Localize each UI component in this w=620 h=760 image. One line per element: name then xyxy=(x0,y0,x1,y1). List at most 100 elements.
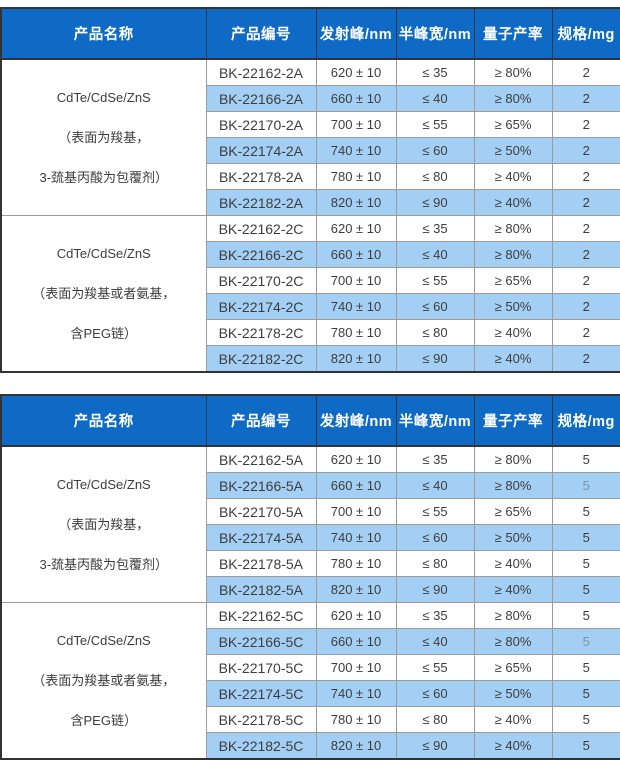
emission-peak-cell: 740 ± 10 xyxy=(315,680,397,707)
emission-peak-cell: 780 ± 10 xyxy=(315,550,397,577)
product-code-cell: BK-22178-5A xyxy=(205,550,317,577)
product-row: BK-22170-5A 700 ± 10 ≤ 55 ≥ 65% 5 xyxy=(1,498,620,525)
product-name-line: CdTe/CdSe/ZnS xyxy=(56,476,151,492)
spec-cell: 2 xyxy=(551,267,620,294)
spec-cell: 5 xyxy=(551,706,620,733)
fwhm-cell: ≤ 90 xyxy=(395,345,475,373)
column-header-5: 量子产率 xyxy=(473,394,553,447)
fwhm-cell: ≤ 80 xyxy=(395,706,475,733)
product-row: BK-22178-2C 780 ± 10 ≤ 80 ≥ 40% 2 xyxy=(1,319,620,346)
column-header-5: 量子产率 xyxy=(473,7,553,60)
quantum-yield-cell: ≥ 65% xyxy=(473,111,553,138)
product-code-cell: BK-22162-2A xyxy=(205,58,317,86)
spec-cell: 2 xyxy=(551,137,620,164)
spec-cell: 5 xyxy=(551,576,620,603)
emission-peak-cell: 740 ± 10 xyxy=(315,524,397,551)
emission-peak-cell: 620 ± 10 xyxy=(315,58,397,86)
product-name-line: 3-巯基丙酸为包覆剂） xyxy=(39,169,169,185)
product-code-cell: BK-22170-2A xyxy=(205,111,317,138)
column-header-6: 规格/mg xyxy=(551,7,620,60)
fwhm-cell: ≤ 40 xyxy=(395,85,475,112)
quantum-yield-cell: ≥ 50% xyxy=(473,293,553,320)
product-code-cell: BK-22182-5A xyxy=(205,576,317,603)
product-spec-table-2: 产品名称 产品编号 发射峰/nm 半峰宽/nm 量子产率 规格/mg CdTe/CdSe/Z… xyxy=(0,394,620,760)
product-code-cell: BK-22170-5A xyxy=(205,498,317,525)
fwhm-cell: ≤ 80 xyxy=(395,550,475,577)
fwhm-cell: ≤ 35 xyxy=(395,215,475,242)
column-header-2: 产品编号 xyxy=(205,394,317,447)
product-name-line: 3-巯基丙酸为包覆剂） xyxy=(39,556,169,572)
emission-peak-cell: 820 ± 10 xyxy=(315,732,397,760)
product-name-cell: CdTe/CdSe/ZnS （表面为羧基， 3-巯基丙酸为包覆剂） xyxy=(0,445,207,603)
product-row: BK-22170-2A 700 ± 10 ≤ 55 ≥ 65% 2 xyxy=(1,111,620,138)
spec-cell: 2 xyxy=(551,319,620,346)
column-header-4: 半峰宽/nm xyxy=(395,7,475,60)
header-row: 产品名称 产品编号 发射峰/nm 半峰宽/nm 量子产率 规格/mg xyxy=(0,7,620,60)
spec-cell: 5 xyxy=(551,445,620,473)
quantum-yield-cell: ≥ 40% xyxy=(473,576,553,603)
quantum-yield-cell: ≥ 80% xyxy=(473,602,553,629)
product-code-cell: BK-22178-5C xyxy=(205,706,317,733)
spec-cell: 2 xyxy=(551,85,620,112)
product-name-line: 含PEG链） xyxy=(70,712,137,728)
emission-peak-cell: 660 ± 10 xyxy=(315,85,397,112)
fwhm-cell: ≤ 55 xyxy=(395,498,475,525)
quantum-yield-cell: ≥ 40% xyxy=(473,345,553,373)
quantum-yield-cell: ≥ 40% xyxy=(473,189,553,216)
product-name-line: CdTe/CdSe/ZnS xyxy=(56,89,151,105)
product-row: BK-22178-2A 780 ± 10 ≤ 80 ≥ 40% 2 xyxy=(1,163,620,190)
fwhm-cell: ≤ 55 xyxy=(395,111,475,138)
emission-peak-cell: 820 ± 10 xyxy=(315,576,397,603)
product-code-cell: BK-22182-2A xyxy=(205,189,317,216)
product-spec-table-1: 产品名称 产品编号 发射峰/nm 半峰宽/nm 量子产率 规格/mg CdTe/CdSe/Z… xyxy=(0,7,620,373)
emission-peak-cell: 660 ± 10 xyxy=(315,472,397,499)
spec-cell: 2 xyxy=(551,111,620,138)
quantum-yield-cell: ≥ 80% xyxy=(473,445,553,473)
fwhm-cell: ≤ 60 xyxy=(395,524,475,551)
quantum-yield-cell: ≥ 80% xyxy=(473,215,553,242)
product-row: BK-22170-2C 700 ± 10 ≤ 55 ≥ 65% 2 xyxy=(1,267,620,294)
emission-peak-cell: 660 ± 10 xyxy=(315,241,397,268)
product-row: BK-22174-5C 740 ± 10 ≤ 60 ≥ 50% 5 xyxy=(1,680,620,707)
quantum-yield-cell: ≥ 65% xyxy=(473,498,553,525)
product-row: CdTe/CdSe/ZnS （表面为羧基， 3-巯基丙酸为包覆剂） BK-22162-… xyxy=(0,445,620,603)
spec-cell: 5 xyxy=(551,680,620,707)
product-name-line: CdTe/CdSe/ZnS xyxy=(56,245,151,261)
fwhm-cell: ≤ 35 xyxy=(395,602,475,629)
spec-cell: 5 xyxy=(551,628,620,655)
product-code-cell: BK-22182-2C xyxy=(205,345,317,373)
product-row: BK-22174-2C 740 ± 10 ≤ 60 ≥ 50% 2 xyxy=(1,293,620,320)
fwhm-cell: ≤ 35 xyxy=(395,58,475,86)
product-row: BK-22182-2C 820 ± 10 ≤ 90 ≥ 40% 2 xyxy=(1,345,620,373)
fwhm-cell: ≤ 90 xyxy=(395,732,475,760)
product-row: BK-22166-5C 660 ± 10 ≤ 40 ≥ 80% 5 xyxy=(1,628,620,655)
product-name-line: 含PEG链） xyxy=(70,325,137,341)
product-row: BK-22166-2C 660 ± 10 ≤ 40 ≥ 80% 2 xyxy=(1,241,620,268)
product-code-cell: BK-22166-2C xyxy=(205,241,317,268)
quantum-yield-cell: ≥ 40% xyxy=(473,706,553,733)
fwhm-cell: ≤ 80 xyxy=(395,319,475,346)
quantum-yield-cell: ≥ 40% xyxy=(473,732,553,760)
product-name-line: （表面为羧基， xyxy=(58,129,150,145)
fwhm-cell: ≤ 60 xyxy=(395,137,475,164)
spec-cell: 2 xyxy=(551,345,620,373)
column-header-1: 产品名称 xyxy=(0,394,207,447)
fwhm-cell: ≤ 35 xyxy=(395,445,475,473)
quantum-yield-cell: ≥ 40% xyxy=(473,163,553,190)
spec-cell: 5 xyxy=(551,524,620,551)
product-name-line: CdTe/CdSe/ZnS xyxy=(56,632,151,648)
spec-cell: 2 xyxy=(551,241,620,268)
spec-cell: 2 xyxy=(551,215,620,242)
spec-cell: 5 xyxy=(551,472,620,499)
quantum-yield-cell: ≥ 40% xyxy=(473,319,553,346)
product-code-cell: BK-22166-2A xyxy=(205,85,317,112)
product-code-cell: BK-22166-5C xyxy=(205,628,317,655)
emission-peak-cell: 620 ± 10 xyxy=(315,215,397,242)
product-row: CdTe/CdSe/ZnS （表面为羧基或者氨基， 含PEG链） BK-22162-2… xyxy=(0,215,620,373)
fwhm-cell: ≤ 80 xyxy=(395,163,475,190)
quantum-yield-cell: ≥ 65% xyxy=(473,654,553,681)
fwhm-cell: ≤ 40 xyxy=(395,628,475,655)
spec-cell: 2 xyxy=(551,163,620,190)
fwhm-cell: ≤ 55 xyxy=(395,267,475,294)
header-row: 产品名称 产品编号 发射峰/nm 半峰宽/nm 量子产率 规格/mg xyxy=(0,394,620,447)
